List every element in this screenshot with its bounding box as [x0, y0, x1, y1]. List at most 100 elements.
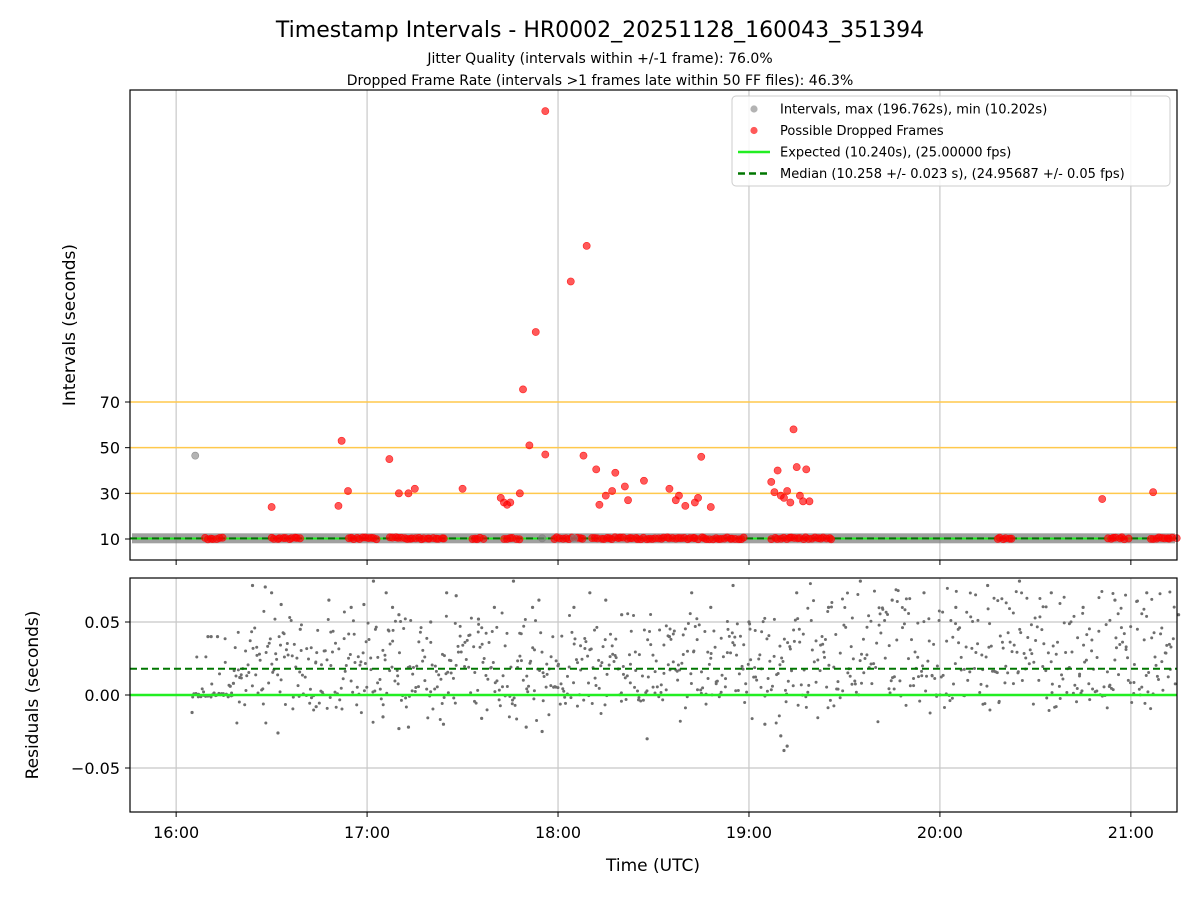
dropped-frame-point: [344, 487, 352, 495]
residual-point: [683, 706, 687, 710]
residual-point: [713, 645, 717, 649]
residual-point: [703, 629, 707, 633]
residual-point: [796, 703, 800, 707]
residual-point: [659, 683, 663, 687]
residual-point: [433, 687, 437, 691]
residual-point: [584, 640, 588, 644]
residual-point: [950, 696, 954, 700]
residual-point: [729, 651, 733, 655]
residual-point: [549, 684, 553, 688]
residual-point: [1126, 656, 1130, 660]
residual-point: [1172, 605, 1176, 609]
legend-label: Intervals, max (196.762s), min (10.202s): [780, 103, 1047, 118]
residual-point: [742, 643, 746, 647]
residual-point: [621, 672, 625, 676]
dropped-frame-point: [805, 497, 814, 506]
residual-point: [908, 684, 912, 688]
residual-point: [541, 699, 545, 703]
residual-point: [467, 665, 471, 669]
residual-point: [489, 666, 493, 670]
residual-point: [383, 653, 387, 657]
residual-point: [190, 710, 194, 715]
residual-point: [954, 589, 958, 593]
residual-point: [361, 651, 365, 655]
residual-point: [1113, 598, 1117, 602]
residual-point: [645, 737, 649, 741]
residual-point: [849, 645, 853, 649]
residual-point: [469, 691, 473, 695]
residual-point: [477, 622, 481, 626]
residual-point: [878, 612, 882, 616]
residual-point: [1062, 595, 1066, 599]
x-tick-label: 17:00: [344, 823, 390, 842]
residual-point: [863, 657, 867, 661]
residual-point: [783, 688, 787, 692]
residual-point: [986, 583, 990, 588]
residual-point: [291, 707, 295, 711]
residual-point: [807, 683, 811, 687]
residual-point: [676, 678, 680, 682]
residual-point: [1006, 671, 1010, 675]
residual-point: [527, 684, 531, 688]
residual-point: [731, 583, 735, 588]
residual-point: [925, 674, 929, 678]
residual-point: [498, 704, 502, 708]
dropped-frame-point: [404, 489, 413, 498]
residual-point: [1126, 678, 1130, 682]
residual-point: [672, 629, 676, 633]
residual-point: [532, 648, 536, 652]
residual-point: [421, 648, 425, 652]
residual-point: [1111, 591, 1115, 595]
residual-point: [257, 652, 261, 656]
residual-point: [1113, 658, 1117, 662]
residual-point: [314, 661, 318, 665]
residual-point: [685, 649, 689, 653]
residual-point: [727, 634, 731, 638]
residual-point: [486, 677, 490, 681]
residual-point: [922, 620, 926, 624]
residual-point: [763, 722, 767, 726]
residual-point: [253, 626, 257, 630]
residual-point: [786, 679, 790, 683]
residual-point: [561, 687, 565, 691]
residual-point: [838, 696, 842, 700]
residual-point: [653, 670, 657, 674]
residual-point: [737, 672, 741, 676]
residual-point: [759, 685, 763, 689]
chart-title: Timestamp Intervals - HR0002_20251128_16…: [275, 18, 924, 43]
residual-point: [556, 664, 560, 668]
dropped-frame-point: [827, 535, 836, 544]
residual-point: [741, 667, 745, 671]
residual-point: [719, 636, 723, 640]
residual-point: [632, 614, 636, 618]
residual-point: [538, 669, 542, 673]
residual-point: [579, 644, 583, 648]
residual-point: [282, 632, 286, 636]
residuals-cloud: [191, 582, 1177, 725]
residual-point: [404, 705, 408, 709]
residual-point: [363, 662, 367, 666]
residual-point: [419, 626, 423, 630]
residual-point: [1016, 670, 1020, 674]
residual-point: [365, 685, 369, 689]
residual-point: [323, 649, 327, 653]
residual-point: [1031, 702, 1035, 706]
residual-point: [778, 663, 782, 667]
residual-point: [594, 683, 598, 687]
residuals-panel: 0.05 0.00 −0.05 16:00 17:00 18:00 19:00 20:00 21…: [71, 577, 1181, 842]
residual-point: [1121, 640, 1125, 644]
residual-point: [572, 605, 576, 610]
residual-point: [271, 670, 275, 674]
dropped-frame-point: [479, 535, 488, 543]
residual-point: [930, 674, 934, 678]
residual-point: [524, 725, 528, 729]
residual-point: [814, 639, 818, 643]
residual-point: [945, 586, 949, 590]
residual-point: [798, 640, 802, 644]
dropped-frame-point: [1124, 534, 1133, 543]
dropped-frame-point: [525, 441, 534, 450]
residual-point: [1156, 678, 1160, 682]
residual-point: [1166, 675, 1170, 679]
residual-point: [689, 682, 693, 686]
residual-point: [1006, 631, 1010, 635]
